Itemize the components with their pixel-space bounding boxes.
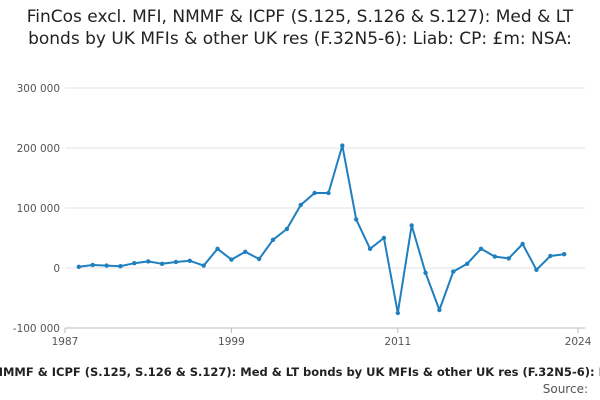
x-tick-label: 1999 <box>218 336 245 348</box>
x-tick-label: 1987 <box>52 336 79 348</box>
data-point <box>354 217 359 222</box>
data-point <box>173 259 179 265</box>
data-point <box>229 257 234 262</box>
data-point <box>256 256 262 262</box>
data-point <box>90 262 95 268</box>
y-axis: 300 000 200 000 100 000 0 -100 000 <box>13 83 60 335</box>
data-point <box>187 258 192 263</box>
data-point <box>326 190 331 196</box>
data-point <box>104 263 109 268</box>
x-tick-label: 2024 <box>565 336 592 348</box>
source-label: Source: <box>542 382 588 396</box>
y-tick-label: 300 000 <box>17 83 60 95</box>
data-point <box>548 253 553 259</box>
y-tick-label: -100 000 <box>13 323 60 335</box>
data-point <box>395 310 400 316</box>
y-tick-label: 100 000 <box>17 203 60 215</box>
data-point <box>284 226 290 232</box>
data-point <box>118 264 123 269</box>
data-point <box>76 264 82 269</box>
data-point <box>298 202 303 208</box>
y-tick-label: 200 000 <box>17 143 60 155</box>
y-tick-label: 0 <box>53 263 60 275</box>
data-point <box>409 223 414 228</box>
data-point <box>437 307 442 313</box>
series-group <box>76 143 567 316</box>
data-point <box>381 235 387 241</box>
data-point <box>312 190 317 196</box>
x-tick-label: 2011 <box>384 336 411 348</box>
legend[interactable]: FinCos excl. MFI, NMMF & ICPF (S.125, S.… <box>0 365 600 383</box>
data-point <box>159 261 165 266</box>
data-point <box>492 254 498 259</box>
data-point <box>451 269 456 274</box>
data-point <box>534 267 539 272</box>
data-point <box>132 261 137 266</box>
data-point <box>367 246 373 251</box>
data-point <box>520 241 525 247</box>
data-point <box>562 252 567 257</box>
data-point <box>506 256 511 261</box>
legend-series-label[interactable]: FinCos excl. MFI, NMMF & ICPF (S.125, S.… <box>0 365 600 379</box>
data-point <box>201 263 206 268</box>
data-point <box>270 237 276 242</box>
gridlines <box>65 87 585 329</box>
data-point <box>340 143 345 148</box>
data-point <box>423 270 428 275</box>
x-axis: 1987 1999 2011 2024 <box>52 327 592 348</box>
data-point <box>215 246 220 251</box>
chart-title: FinCos excl. MFI, NMMF & ICPF (S.125, S.… <box>26 7 574 49</box>
series-line <box>78 144 565 314</box>
data-point <box>146 259 151 264</box>
data-point <box>243 249 248 254</box>
data-point <box>478 246 484 251</box>
data-point <box>464 261 470 266</box>
